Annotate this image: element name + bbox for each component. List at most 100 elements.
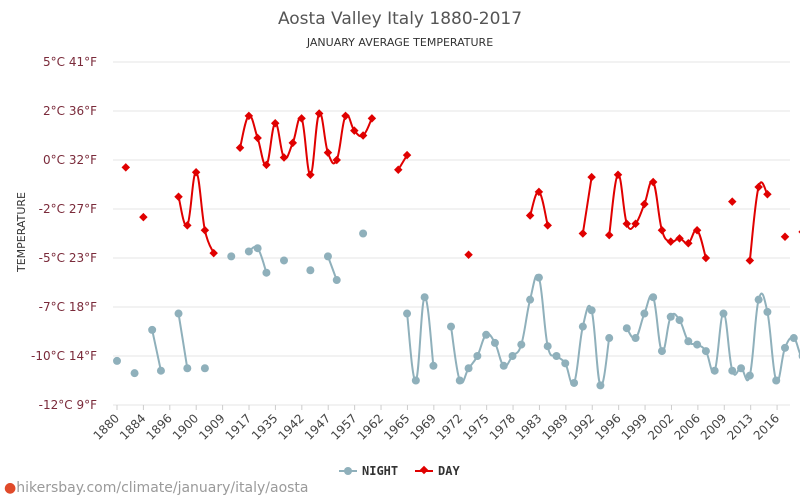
night-point[interactable]	[174, 309, 183, 318]
night-point[interactable]	[552, 352, 561, 360]
night-point[interactable]	[403, 309, 412, 318]
night-point[interactable]	[640, 309, 649, 318]
day-point[interactable]	[543, 221, 552, 230]
night-point[interactable]	[754, 295, 763, 304]
night-point[interactable]	[253, 244, 262, 253]
night-point[interactable]	[605, 334, 614, 343]
night-point[interactable]	[526, 295, 535, 304]
night-point[interactable]	[113, 356, 121, 365]
night-point[interactable]	[244, 247, 253, 256]
night-point[interactable]	[684, 337, 693, 346]
day-point[interactable]	[780, 232, 790, 242]
day-point[interactable]	[279, 153, 289, 162]
night-point[interactable]	[789, 334, 798, 343]
night-point[interactable]	[464, 364, 473, 373]
watermark[interactable]: ●hikersbay.com/climate/january/italy/aos…	[4, 480, 309, 496]
day-point[interactable]	[209, 248, 218, 258]
night-point[interactable]	[587, 306, 596, 315]
night-point[interactable]	[323, 252, 332, 261]
day-point[interactable]	[139, 212, 148, 222]
day-point[interactable]	[314, 109, 324, 118]
night-point[interactable]	[262, 268, 271, 277]
night-point[interactable]	[561, 359, 570, 368]
day-point[interactable]	[332, 155, 341, 165]
night-point[interactable]	[332, 276, 341, 285]
night-point[interactable]	[473, 352, 482, 360]
night-point[interactable]	[596, 381, 605, 390]
day-point[interactable]	[306, 170, 315, 179]
night-point[interactable]	[200, 364, 209, 373]
day-point[interactable]	[235, 143, 245, 152]
night-point[interactable]	[622, 324, 631, 333]
day-point[interactable]	[244, 111, 254, 121]
night-point[interactable]	[649, 293, 658, 302]
night-point[interactable]	[306, 266, 315, 275]
night-point[interactable]	[183, 364, 192, 373]
night-point[interactable]	[156, 366, 165, 375]
day-point[interactable]	[253, 133, 262, 143]
day-point[interactable]	[613, 170, 623, 179]
day-point[interactable]	[464, 250, 473, 259]
day-point[interactable]	[262, 160, 271, 170]
day-point[interactable]	[341, 111, 350, 121]
day-point[interactable]	[640, 199, 649, 209]
legend-item-night[interactable]: NIGHT	[339, 464, 398, 478]
night-point[interactable]	[570, 378, 579, 387]
night-point[interactable]	[710, 366, 719, 375]
night-point[interactable]	[420, 293, 429, 302]
night-point[interactable]	[578, 322, 587, 331]
night-point[interactable]	[499, 361, 508, 370]
day-point[interactable]	[604, 230, 614, 240]
night-point[interactable]	[781, 343, 789, 352]
night-point[interactable]	[455, 376, 464, 385]
day-point[interactable]	[622, 219, 632, 228]
night-point[interactable]	[701, 347, 710, 356]
day-point[interactable]	[288, 138, 298, 148]
day-point[interactable]	[191, 168, 201, 177]
night-point[interactable]	[543, 342, 552, 351]
night-point[interactable]	[737, 364, 746, 373]
night-point[interactable]	[719, 309, 728, 318]
day-point[interactable]	[728, 197, 737, 206]
day-point[interactable]	[367, 114, 377, 123]
night-point[interactable]	[508, 352, 517, 360]
night-point[interactable]	[490, 338, 499, 347]
night-point[interactable]	[359, 229, 368, 238]
night-point[interactable]	[447, 322, 455, 331]
day-point[interactable]	[270, 119, 280, 128]
day-point[interactable]	[754, 182, 763, 192]
night-point[interactable]	[482, 330, 491, 339]
night-point[interactable]	[657, 347, 666, 356]
day-point[interactable]	[394, 165, 403, 175]
day-point[interactable]	[666, 237, 675, 246]
day-point[interactable]	[121, 163, 131, 172]
night-point[interactable]	[728, 366, 737, 375]
night-point[interactable]	[280, 256, 288, 265]
night-point[interactable]	[763, 307, 772, 316]
night-point[interactable]	[631, 334, 640, 343]
day-point[interactable]	[525, 211, 535, 220]
night-point[interactable]	[429, 361, 438, 370]
day-point[interactable]	[174, 192, 183, 201]
day-point[interactable]	[183, 221, 192, 230]
day-point[interactable]	[358, 131, 368, 140]
day-point[interactable]	[657, 225, 667, 235]
legend-item-day[interactable]: DAY	[415, 464, 460, 478]
night-point[interactable]	[148, 325, 157, 334]
day-point[interactable]	[297, 114, 306, 123]
day-point[interactable]	[763, 190, 772, 199]
night-point[interactable]	[675, 316, 684, 325]
night-point[interactable]	[130, 369, 139, 378]
night-point[interactable]	[227, 252, 236, 261]
night-point[interactable]	[517, 340, 526, 349]
day-point[interactable]	[701, 253, 711, 263]
night-point[interactable]	[534, 273, 543, 282]
day-point[interactable]	[587, 172, 596, 182]
day-point[interactable]	[578, 229, 588, 238]
night-point[interactable]	[772, 376, 781, 385]
day-point[interactable]	[402, 150, 412, 160]
night-point[interactable]	[745, 371, 754, 380]
night-point[interactable]	[693, 340, 702, 349]
day-point[interactable]	[200, 225, 210, 235]
night-point[interactable]	[411, 376, 420, 385]
